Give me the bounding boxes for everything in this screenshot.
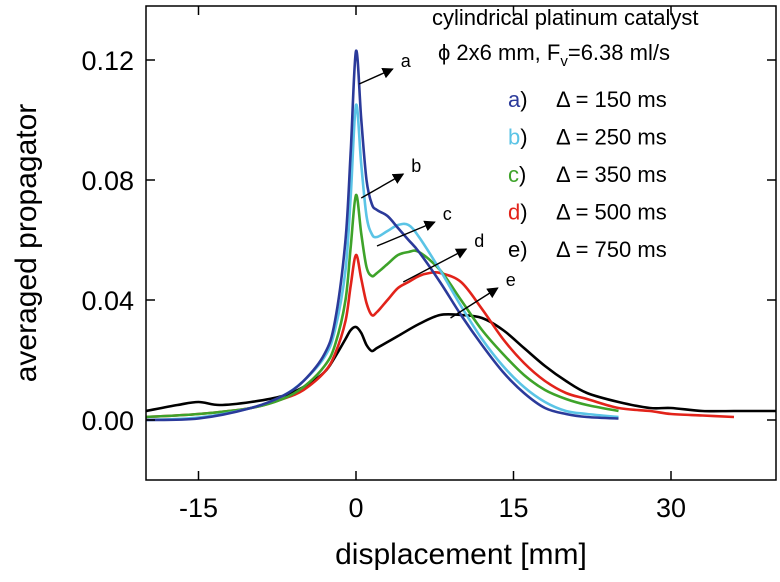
legend-entry-d: d) bbox=[508, 200, 528, 225]
y-axis-title: averaged propagator bbox=[10, 104, 43, 383]
legend-text-c: Δ = 350 ms bbox=[556, 162, 667, 187]
series-line-a bbox=[146, 49, 619, 422]
legend-text-b: Δ = 250 ms bbox=[556, 125, 667, 150]
legend-key-paren: ) bbox=[520, 200, 527, 225]
annotation-label-a: a bbox=[401, 51, 412, 71]
legend-heading-line1: cylindrical platinum catalyst bbox=[432, 5, 699, 30]
legend-entry-b: b) bbox=[508, 125, 528, 150]
series-line-e bbox=[146, 312, 776, 413]
legend-heading-subscript: v bbox=[560, 53, 568, 70]
legend: cylindrical platinum catalyst ϕ 2x6 mm, … bbox=[432, 5, 699, 262]
annotation-label-d: d bbox=[474, 231, 484, 251]
legend-key-paren: ) bbox=[519, 162, 526, 187]
legend-text-e: Δ = 750 ms bbox=[556, 237, 667, 262]
y-tick-label: 0.12 bbox=[81, 46, 134, 76]
annotation-arrow-a bbox=[358, 67, 394, 85]
y-tick-label: 0.08 bbox=[81, 166, 134, 196]
legend-key: c bbox=[508, 162, 519, 187]
x-tick-label: 30 bbox=[656, 493, 686, 523]
legend-heading-suffix: =6.38 ml/s bbox=[568, 40, 670, 65]
tick-layer: -15 0 15 30 0.00 0.04 0.08 0.12 bbox=[81, 6, 776, 523]
x-tick-label: -15 bbox=[179, 493, 218, 523]
series-line-d bbox=[146, 253, 735, 419]
series-line-b bbox=[146, 103, 619, 422]
legend-key-paren: ) bbox=[520, 87, 527, 112]
x-tick-label: 15 bbox=[498, 493, 528, 523]
annotation-arrow-d bbox=[402, 248, 468, 283]
plot-frame bbox=[145, 5, 777, 481]
legend-entry-c: c) bbox=[508, 162, 526, 187]
legend-entries: a) Δ = 150 ms b) Δ = 250 ms c) Δ = 350 ms d) Δ … bbox=[508, 87, 667, 262]
legend-text-d: Δ = 500 ms bbox=[556, 200, 667, 225]
annotation-layer: a b c d e bbox=[358, 51, 516, 319]
legend-key: d bbox=[508, 200, 520, 225]
y-tick-label: 0.04 bbox=[81, 286, 134, 316]
legend-key: e bbox=[508, 237, 520, 262]
annotation-arrow-e bbox=[450, 287, 499, 319]
annotation-label-e: e bbox=[506, 270, 516, 290]
annotation-arrow-b bbox=[360, 173, 405, 199]
series-layer bbox=[146, 49, 776, 422]
legend-key-paren: ) bbox=[520, 125, 527, 150]
annotation-arrow-c bbox=[376, 220, 436, 247]
legend-heading-prefix: ϕ 2x6 mm, F bbox=[438, 40, 560, 65]
legend-key-paren: ) bbox=[520, 237, 527, 262]
x-tick-label: 0 bbox=[348, 493, 363, 523]
legend-key: a bbox=[508, 87, 521, 112]
legend-heading-line2: ϕ 2x6 mm, Fv=6.38 ml/s bbox=[438, 40, 670, 70]
legend-entry-a: a) bbox=[508, 87, 528, 112]
annotation-label-b: b bbox=[411, 156, 421, 176]
annotation-label-c: c bbox=[443, 204, 452, 224]
legend-key: b bbox=[508, 125, 520, 150]
y-tick-label: 0.00 bbox=[81, 406, 134, 436]
x-axis-title: displacement [mm] bbox=[335, 538, 587, 571]
series-line-c bbox=[146, 193, 619, 419]
legend-entry-e: e) bbox=[508, 237, 528, 262]
legend-text-a: Δ = 150 ms bbox=[556, 87, 667, 112]
